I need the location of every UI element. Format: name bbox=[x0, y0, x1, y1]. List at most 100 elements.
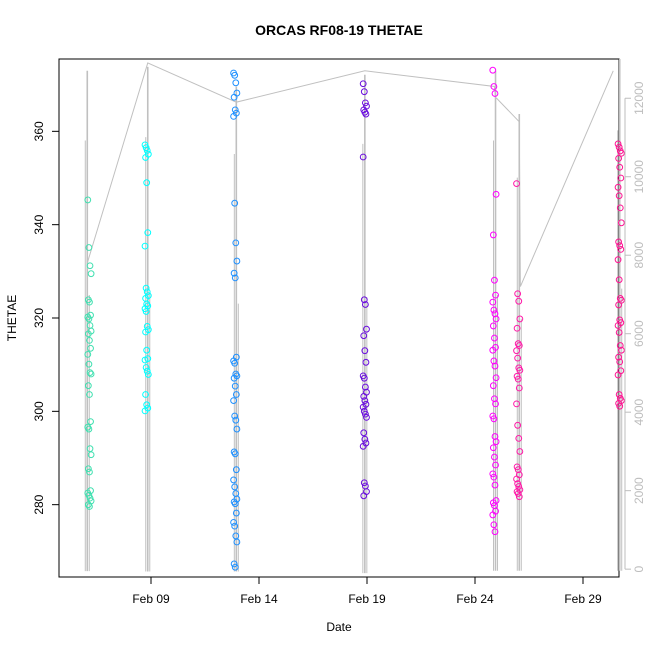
point-3-36 bbox=[230, 519, 237, 526]
point-1-3 bbox=[86, 262, 94, 270]
point-2-7 bbox=[144, 229, 152, 237]
y2-tick-label-1: 0 bbox=[632, 565, 646, 572]
point-7-29 bbox=[614, 371, 622, 379]
point-4-3 bbox=[361, 99, 369, 107]
point-5-9 bbox=[490, 306, 498, 314]
point-7-1 bbox=[614, 140, 622, 148]
point-3-41 bbox=[231, 563, 239, 571]
point-1-27 bbox=[86, 468, 93, 476]
point-7-2 bbox=[615, 143, 623, 151]
data-points bbox=[84, 66, 625, 571]
x-tick-label-5: Feb 29 bbox=[564, 592, 602, 606]
point-5-18 bbox=[492, 374, 500, 382]
y-axis-label: THETAE bbox=[5, 295, 19, 341]
point-4-8 bbox=[359, 153, 367, 161]
point-7-13 bbox=[616, 242, 624, 250]
point-6-9 bbox=[514, 354, 522, 362]
point-5-12 bbox=[489, 322, 497, 330]
point-7-16 bbox=[615, 276, 623, 284]
point-5-5 bbox=[489, 231, 497, 239]
point-3-8 bbox=[230, 113, 237, 120]
point-1-18 bbox=[87, 370, 95, 378]
point-5-17 bbox=[491, 362, 499, 370]
point-6-27 bbox=[514, 490, 522, 497]
point-4-20 bbox=[361, 397, 369, 405]
point-5-23 bbox=[490, 415, 498, 423]
x-tick-label-3: Feb 19 bbox=[348, 592, 386, 606]
point-5-3 bbox=[491, 90, 499, 97]
point-2-29 bbox=[141, 407, 149, 415]
point-4-14 bbox=[362, 358, 370, 366]
point-6-13 bbox=[514, 375, 522, 383]
point-6-18 bbox=[516, 448, 524, 455]
point-7-30 bbox=[615, 391, 623, 398]
point-3-27 bbox=[231, 450, 239, 458]
y-tick-label-1: 280 bbox=[32, 494, 46, 514]
y2-tick-label-6: 10000 bbox=[632, 160, 646, 194]
y2-tick-label-2: 2000 bbox=[632, 477, 646, 504]
point-4-7 bbox=[362, 110, 370, 118]
point-5-26 bbox=[489, 444, 497, 452]
point-3-39 bbox=[233, 538, 241, 546]
point-6-17 bbox=[515, 435, 523, 442]
point-7-5 bbox=[615, 155, 623, 162]
point-2-9 bbox=[142, 284, 150, 292]
point-7-4 bbox=[617, 149, 625, 157]
point-6-3 bbox=[515, 297, 523, 305]
y2-tick-label-7: 12000 bbox=[632, 81, 646, 115]
point-7-10 bbox=[616, 204, 624, 212]
point-4-22 bbox=[359, 403, 367, 411]
point-3-10 bbox=[232, 239, 240, 247]
x-tick-label-1: Feb 09 bbox=[132, 592, 170, 606]
point-6-2 bbox=[514, 290, 522, 298]
chart-title: ORCAS RF08-19 THETAE bbox=[255, 22, 423, 38]
x-axis-label: Date bbox=[326, 620, 352, 634]
plot-frame bbox=[58, 58, 620, 578]
point-5-29 bbox=[489, 470, 497, 478]
point-1-2 bbox=[85, 244, 93, 251]
y2-tick-label-3: 4000 bbox=[632, 399, 646, 426]
point-1-20 bbox=[86, 391, 93, 398]
point-1-19 bbox=[84, 382, 92, 390]
point-3-29 bbox=[230, 476, 237, 484]
point-2-8 bbox=[141, 242, 149, 250]
point-7-26 bbox=[615, 353, 623, 361]
point-2-3 bbox=[143, 147, 151, 154]
point-5-8 bbox=[489, 298, 497, 306]
point-2-25 bbox=[144, 371, 152, 378]
y2-tick-label-5: 8000 bbox=[632, 242, 646, 269]
point-4-26 bbox=[360, 429, 368, 437]
point-2-20 bbox=[143, 346, 151, 354]
point-1-14 bbox=[87, 344, 94, 352]
point-7-11 bbox=[617, 219, 625, 227]
point-7-9 bbox=[615, 192, 623, 200]
point-3-34 bbox=[231, 500, 239, 508]
y2-axis: 0 2000 4000 6000 8000 10000 12000 bbox=[624, 81, 646, 572]
y-tick-label-4: 340 bbox=[32, 214, 46, 234]
point-2-10 bbox=[143, 288, 151, 296]
point-5-1 bbox=[489, 66, 497, 74]
point-4-25 bbox=[363, 414, 370, 421]
point-7-19 bbox=[615, 301, 623, 309]
point-6-4 bbox=[516, 315, 524, 323]
point-3-40 bbox=[230, 560, 238, 568]
point-2-23 bbox=[142, 364, 150, 371]
x-tick-label-4: Feb 24 bbox=[456, 592, 494, 606]
x-tick-label-2: Feb 14 bbox=[240, 592, 278, 606]
point-7-12 bbox=[615, 238, 623, 246]
point-3-3 bbox=[232, 79, 240, 87]
point-7-24 bbox=[616, 342, 624, 349]
point-5-30 bbox=[490, 473, 498, 481]
point-3-21 bbox=[232, 391, 240, 398]
point-5-11 bbox=[492, 315, 500, 323]
point-4-24 bbox=[361, 410, 369, 418]
point-3-30 bbox=[231, 483, 239, 491]
y-tick-label-2: 300 bbox=[32, 401, 46, 421]
x-axis: Feb 09 Feb 14 Feb 19 Feb 24 Feb 29 bbox=[132, 577, 602, 606]
point-6-7 bbox=[515, 342, 523, 349]
point-6-22 bbox=[513, 475, 520, 483]
point-5-4 bbox=[492, 190, 500, 198]
point-3-37 bbox=[231, 522, 239, 530]
point-6-28 bbox=[515, 493, 523, 501]
point-4-2 bbox=[360, 88, 368, 96]
